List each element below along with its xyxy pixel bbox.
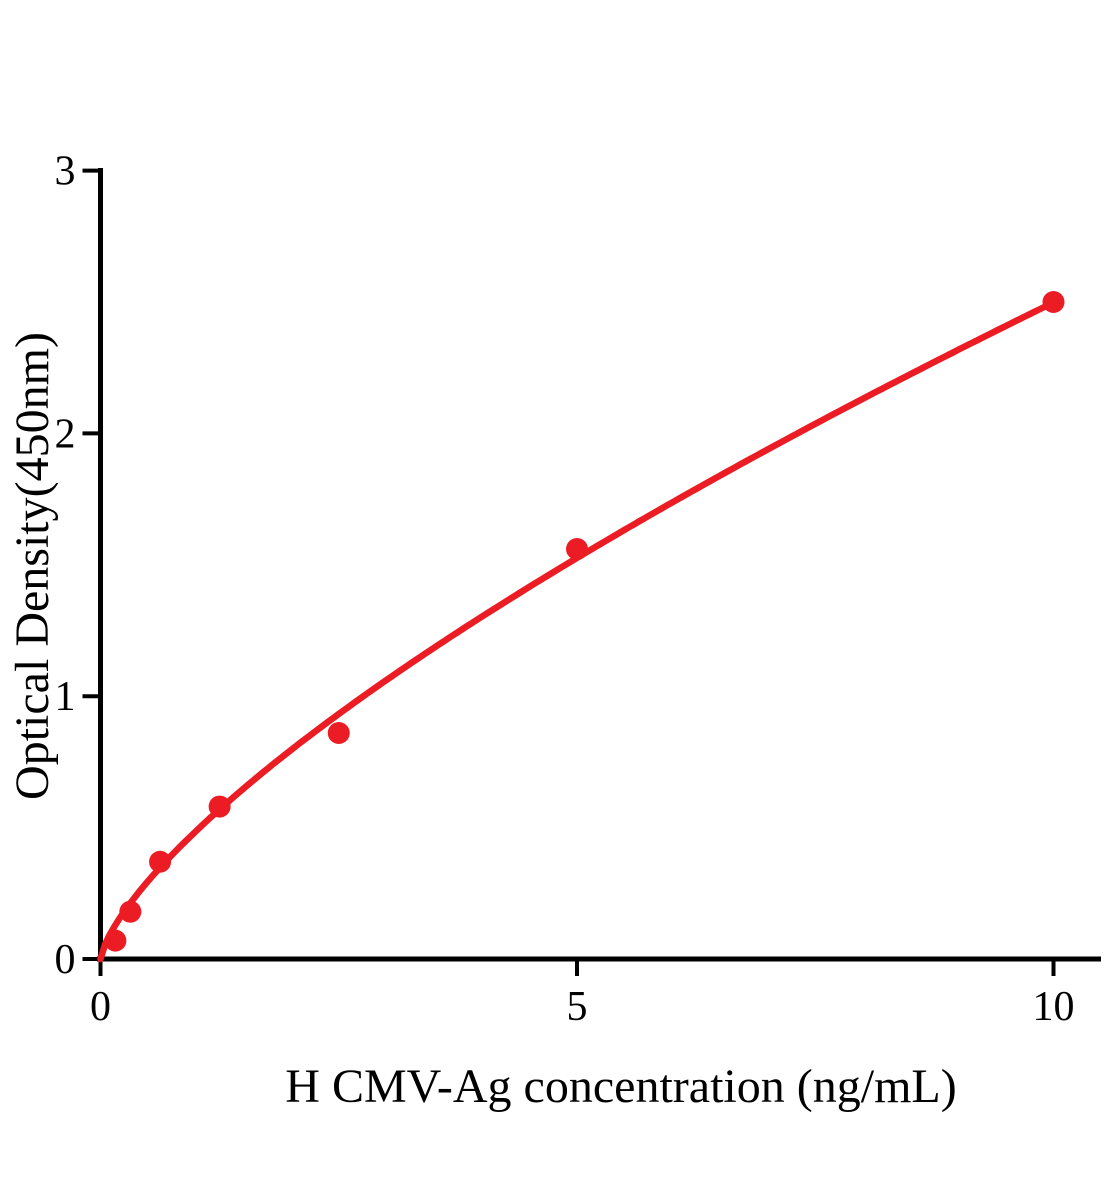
data-point (327, 721, 350, 744)
data-point (104, 929, 127, 952)
data-point (1042, 291, 1065, 313)
data-point (149, 850, 172, 873)
x-axis-label: H CMV-Ag concentration (ng/mL) (285, 1060, 957, 1113)
x-tick-label: 10 (1033, 984, 1075, 1030)
y-axis-label: Optical Density(450nm) (6, 332, 59, 800)
data-point (208, 795, 231, 818)
data-point (566, 538, 588, 561)
y-tick-label: 1 (55, 674, 76, 720)
x-tick-label: 5 (567, 984, 588, 1030)
fit-curve (97, 299, 1057, 963)
data-point (119, 900, 142, 923)
y-tick-label: 0 (55, 937, 76, 983)
y-tick-label: 2 (55, 411, 76, 457)
x-tick-label: 0 (90, 984, 111, 1030)
y-tick-label: 3 (55, 149, 76, 195)
